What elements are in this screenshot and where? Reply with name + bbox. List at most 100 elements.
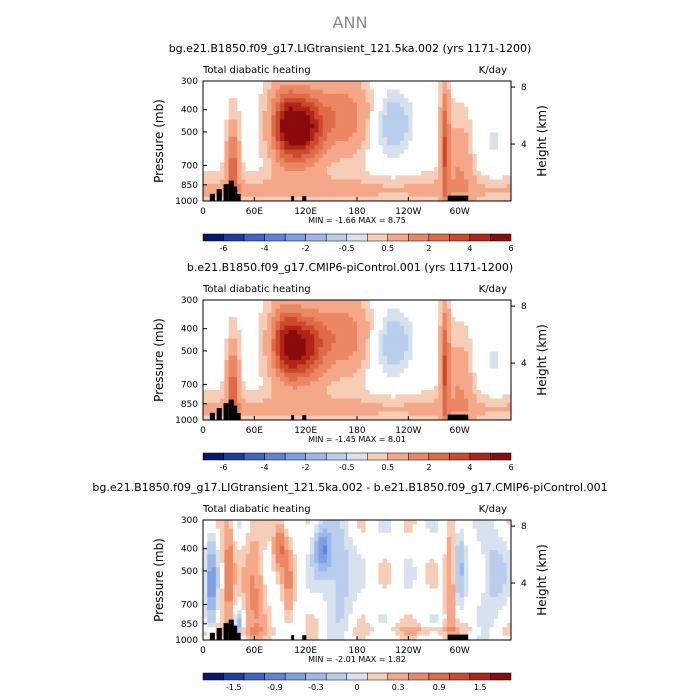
heatmap-cell [434, 192, 439, 198]
heatmap-cell [314, 520, 319, 525]
colorbar-swatch [449, 233, 471, 242]
heatmap-cell [361, 338, 366, 344]
heatmap-cell [318, 532, 324, 538]
heatmap-cell [348, 385, 354, 391]
heatmap-cell [262, 588, 268, 594]
heatmap-cell [275, 115, 281, 120]
heatmap-cell [275, 394, 281, 399]
heatmap-cell [361, 351, 366, 357]
heatmap-cell [399, 372, 405, 378]
heatmap-cell [391, 98, 396, 103]
heatmap-cell [318, 554, 324, 559]
heatmap-cell [395, 102, 401, 108]
heatmap-cell [271, 364, 277, 369]
heatmap-cell [327, 106, 332, 112]
terrain-block [216, 189, 222, 201]
heatmap-cell [207, 364, 212, 369]
heatmap-cell [463, 136, 469, 142]
heatmap-cell [267, 635, 272, 641]
heatmap-cell [399, 415, 405, 421]
heatmap-cell [335, 106, 341, 112]
heatmap-cell [215, 102, 221, 108]
heatmap-cell [215, 308, 221, 314]
heatmap-cell [228, 98, 234, 103]
heatmap-cell [258, 614, 264, 619]
heatmap-cell [318, 575, 324, 581]
heatmap-cell [250, 321, 255, 327]
heatmap-cell [472, 89, 478, 95]
heatmap-cell [211, 175, 217, 180]
heatmap-cell [369, 128, 375, 133]
colorbar-swatch [490, 233, 512, 242]
heatmap-cell [429, 183, 435, 189]
heatmap-cell [344, 98, 349, 103]
heatmap-cell [258, 537, 264, 542]
heatmap-cell [459, 132, 465, 138]
heatmap-cell [493, 334, 499, 339]
heatmap-cell [506, 188, 512, 193]
heatmap-cell [203, 149, 208, 155]
heatmap-cell [438, 166, 443, 172]
heatmap-cell [250, 106, 255, 112]
heatmap-cell [245, 562, 251, 568]
heatmap-cell [318, 89, 324, 95]
heatmap-cell [463, 132, 469, 138]
heatmap-cell [361, 347, 366, 352]
heatmap-cell [425, 175, 431, 180]
heatmap-cell [386, 188, 392, 193]
heatmap-cell [485, 304, 491, 309]
heatmap-cell [502, 196, 508, 202]
heatmap-cell [284, 192, 289, 198]
heatmap-cell [254, 580, 260, 585]
heatmap-cell [459, 111, 465, 116]
heatmap-cell [250, 119, 255, 125]
heatmap-cell [284, 300, 289, 305]
heatmap-cell [421, 338, 426, 344]
heatmap-cell [506, 179, 512, 185]
heatmap-cell [322, 588, 328, 594]
heatmap-cell [468, 136, 473, 142]
heatmap-cell [339, 411, 345, 417]
heatmap-cell [429, 308, 435, 314]
heatmap-cell [438, 98, 443, 103]
heatmap-cell [408, 141, 414, 146]
heatmap-cell [502, 300, 508, 305]
heatmap-cell [237, 132, 242, 138]
heatmap-cell [271, 115, 277, 120]
heatmap-cell [284, 368, 289, 374]
heatmap-cell [220, 520, 225, 525]
heatmap-cell [412, 89, 418, 95]
heatmap-cell [425, 330, 431, 335]
heatmap-cell [498, 334, 503, 339]
heatmap-cell [305, 541, 311, 547]
heatmap-cell [429, 390, 435, 395]
heatmap-cell [459, 145, 465, 150]
heatmap-cell [309, 308, 315, 314]
heatmap-cell [224, 351, 230, 357]
heatmap-cell [203, 377, 208, 382]
heatmap-cell [498, 192, 503, 198]
heatmap-cell [275, 188, 281, 193]
heatmap-cell [262, 381, 268, 387]
heatmap-cell [314, 312, 319, 318]
heatmap-cell [292, 394, 298, 399]
colorbar-tick-label: -2 [302, 463, 310, 472]
heatmap-cell [203, 175, 208, 180]
heatmap-cell [228, 605, 234, 611]
heatmap-cell [309, 330, 315, 335]
heatmap-cell [275, 334, 281, 339]
heatmap-cell [250, 158, 255, 163]
heatmap-cell [297, 622, 302, 628]
heatmap-cell [365, 81, 371, 86]
heatmap-cell [275, 166, 281, 172]
heatmap-cell [284, 347, 289, 352]
heatmap-cell [245, 330, 251, 335]
heatmap-cell [459, 317, 465, 322]
heatmap-cell [241, 128, 247, 133]
heatmap-cell [438, 407, 443, 412]
heatmap-cell [220, 360, 225, 365]
heatmap-cell [309, 81, 315, 86]
heatmap-cell [498, 338, 503, 344]
heatmap-cell [288, 627, 294, 632]
heatmap-cell [288, 622, 294, 628]
